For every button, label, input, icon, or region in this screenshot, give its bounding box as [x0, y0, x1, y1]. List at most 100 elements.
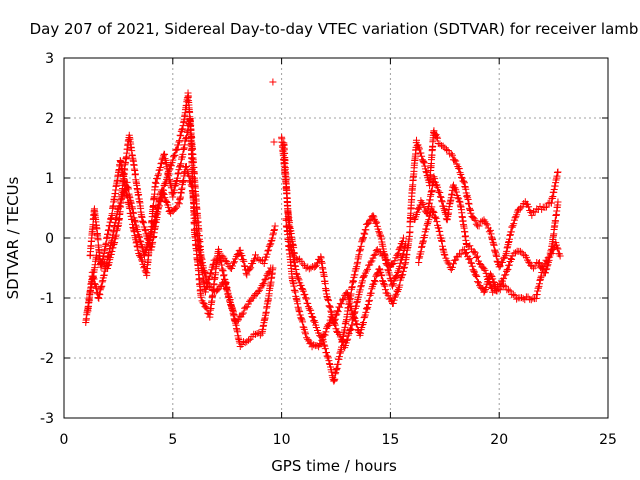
- y-tick-label: -3: [40, 411, 54, 427]
- data-point-marker: [396, 259, 404, 267]
- data-point-marker: [436, 189, 444, 197]
- data-point-marker: [428, 203, 436, 211]
- data-point-marker: [262, 275, 270, 283]
- data-point-marker: [321, 331, 329, 339]
- data-point-marker: [381, 286, 389, 294]
- data-point-marker: [164, 203, 172, 211]
- data-point-marker: [155, 170, 163, 178]
- data-point-marker: [547, 249, 555, 257]
- data-point-marker: [301, 328, 309, 336]
- data-point-marker: [399, 234, 407, 242]
- data-marks: [82, 78, 564, 385]
- data-point-marker: [360, 229, 368, 237]
- data-point-marker: [229, 259, 237, 267]
- data-point-marker: [358, 238, 366, 246]
- data-point-marker: [365, 297, 373, 305]
- data-point-marker: [391, 292, 399, 300]
- data-point-marker: [171, 151, 179, 159]
- data-point-marker: [554, 245, 562, 253]
- data-point-marker: [268, 234, 276, 242]
- data-point-marker: [206, 270, 214, 278]
- data-point-marker: [436, 193, 444, 201]
- data-point-marker: [452, 157, 460, 165]
- data-point-marker: [362, 267, 370, 275]
- data-point-marker: [375, 248, 383, 256]
- grid-lines: [64, 58, 608, 418]
- data-point-marker: [546, 199, 554, 207]
- data-point-marker: [396, 262, 404, 270]
- data-point-marker: [486, 226, 494, 234]
- data-point-marker: [170, 153, 178, 161]
- data-point-marker: [458, 174, 466, 182]
- data-point-marker: [487, 272, 495, 280]
- data-point-marker: [391, 257, 399, 265]
- data-point-marker: [373, 270, 381, 278]
- data-point-marker: [396, 244, 404, 252]
- x-tick-label: 5: [168, 432, 177, 448]
- data-point-marker: [245, 336, 253, 344]
- data-point-marker: [88, 268, 96, 276]
- data-point-marker: [229, 262, 237, 270]
- series-track-f: [282, 215, 407, 352]
- data-point-marker: [171, 181, 179, 189]
- x-tick-label: 0: [60, 432, 69, 448]
- data-point-marker: [528, 211, 536, 219]
- series-track-i: [415, 203, 564, 304]
- data-point-marker: [174, 170, 182, 178]
- data-point-marker: [173, 145, 181, 153]
- data-point-marker: [336, 303, 344, 311]
- data-point-marker: [169, 193, 177, 201]
- data-point-marker: [363, 305, 371, 313]
- data-point-marker: [371, 250, 379, 258]
- data-point-marker: [170, 186, 178, 194]
- data-point-marker: [467, 209, 475, 217]
- data-point-marker: [345, 293, 353, 301]
- data-point-marker: [151, 178, 159, 186]
- data-point-marker: [506, 287, 514, 295]
- data-point-marker: [154, 204, 162, 212]
- axis-ticks: 0 5 10 15 20 25 -3 -2 -1 0 1 2 3: [40, 51, 617, 448]
- data-point-marker: [301, 290, 309, 298]
- data-point-marker: [500, 275, 508, 283]
- data-point-marker: [299, 318, 307, 326]
- y-tick-label: 3: [45, 51, 54, 67]
- data-point-marker: [543, 203, 551, 211]
- data-point-marker: [216, 282, 224, 290]
- data-point-marker: [536, 202, 544, 210]
- data-point-marker: [266, 267, 274, 275]
- data-point-marker: [255, 256, 263, 264]
- data-point-marker: [424, 220, 432, 228]
- data-point-marker: [495, 263, 503, 271]
- data-point-marker: [251, 330, 259, 338]
- data-point-marker: [543, 258, 551, 266]
- data-point-marker: [457, 173, 465, 181]
- data-point-marker: [178, 126, 186, 134]
- data-point-marker: [140, 264, 148, 272]
- data-point-marker: [434, 183, 442, 191]
- data-point-marker: [483, 221, 491, 229]
- data-point-marker: [554, 198, 562, 206]
- data-point-marker: [432, 214, 440, 222]
- data-point-marker: [265, 268, 273, 276]
- data-point-marker: [134, 246, 142, 254]
- data-point-marker: [332, 311, 340, 319]
- data-point-marker: [364, 301, 372, 309]
- data-point-marker: [519, 294, 527, 302]
- data-point-marker: [489, 238, 497, 246]
- data-point-marker: [399, 238, 407, 246]
- data-point-marker: [297, 281, 305, 289]
- data-point-marker: [135, 232, 143, 240]
- x-axis-label: GPS time / hours: [271, 457, 397, 475]
- data-point-marker: [116, 202, 124, 210]
- data-point-marker: [525, 203, 533, 211]
- data-point-marker: [266, 241, 274, 249]
- data-point-marker: [444, 146, 452, 154]
- data-point-marker: [328, 313, 336, 321]
- data-point-marker: [158, 159, 166, 167]
- data-point-marker: [470, 267, 478, 275]
- data-point-marker: [439, 142, 447, 150]
- data-point-marker: [393, 287, 401, 295]
- data-point-marker: [471, 216, 479, 224]
- data-point-marker: [510, 220, 518, 228]
